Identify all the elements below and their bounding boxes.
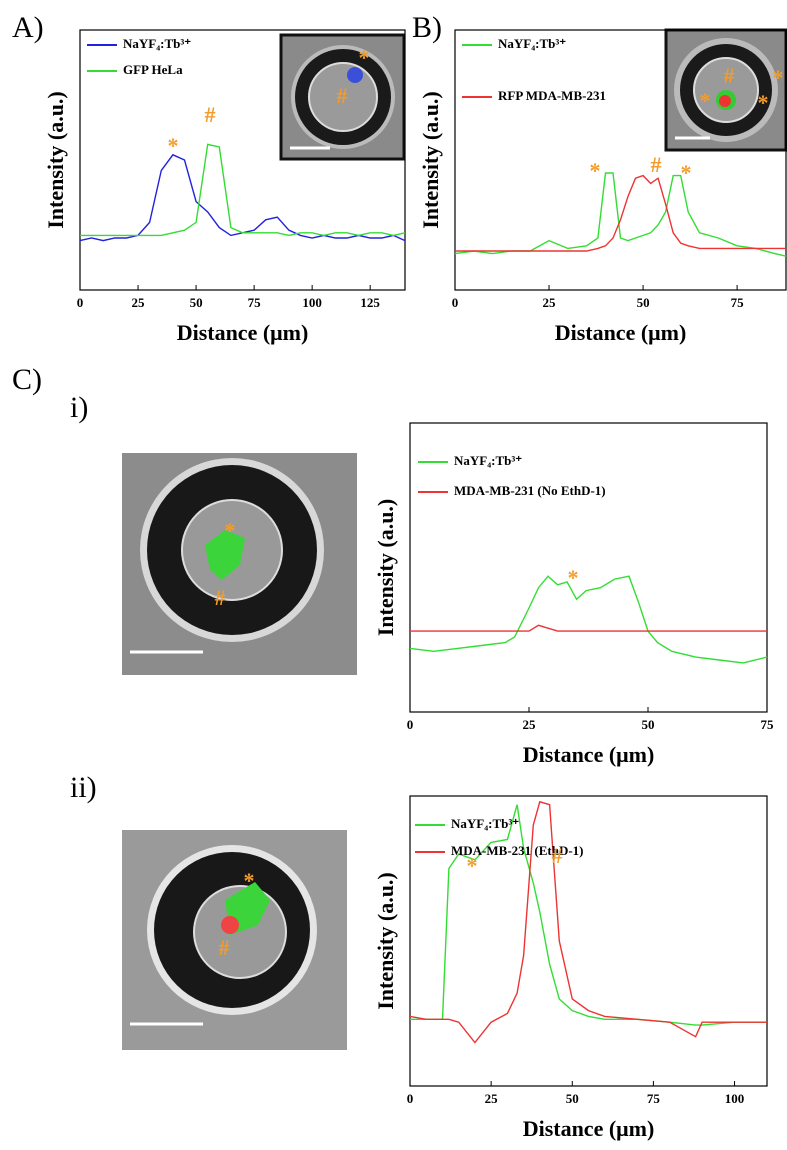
x-tick-label: 100: [302, 295, 322, 310]
series-line: [454, 172, 787, 257]
x-tick-label: 125: [360, 295, 380, 310]
panel-label: C): [12, 363, 42, 396]
series-line: [79, 153, 406, 242]
series-line: [80, 143, 406, 237]
image-ci: [122, 453, 357, 675]
x-tick-label: 75: [731, 295, 745, 310]
legend-label: MDA-MB-231 (No EthD-1): [454, 483, 606, 498]
annotation: *: [568, 565, 579, 590]
annotation: #: [215, 585, 226, 610]
x-tick-label: 50: [637, 295, 650, 310]
y-axis-label: Intensity (a.u.): [373, 872, 398, 1010]
panel-label: A): [12, 11, 44, 44]
annotation: *: [773, 65, 784, 90]
series-line: [455, 174, 786, 252]
x-tick-label: 0: [77, 295, 84, 310]
x-tick-label: 50: [566, 1091, 579, 1106]
annotation: *: [244, 868, 255, 893]
panel-label: i): [70, 391, 88, 424]
y-axis-label: Intensity (a.u.): [418, 91, 443, 229]
legend-label: NaYF₄:Tb³⁺: [454, 453, 522, 468]
x-tick-label: 0: [452, 295, 459, 310]
series-line: [409, 575, 768, 664]
inset-b: [664, 28, 787, 152]
plot-frame: [79, 29, 406, 291]
x-axis-label: Distance (μm): [177, 320, 309, 345]
legend-label: NaYF₄:Tb³⁺: [498, 36, 566, 51]
annotation: #: [337, 83, 348, 108]
x-tick-label: 0: [407, 1091, 414, 1106]
x-tick-label: 50: [190, 295, 203, 310]
x-tick-label: 75: [248, 295, 262, 310]
x-axis-label: Distance (μm): [523, 1116, 655, 1141]
inset-a: [279, 33, 406, 161]
y-axis-label: Intensity (a.u.): [373, 499, 398, 637]
annotation: #: [724, 63, 735, 88]
panel-label: B): [412, 11, 442, 44]
legend-label: NaYF₄:Tb³⁺: [123, 36, 191, 51]
x-tick-label: 50: [642, 717, 655, 732]
series-line: [410, 624, 767, 632]
x-tick-label: 25: [485, 1091, 499, 1106]
series-line: [409, 800, 767, 1044]
x-tick-label: 75: [647, 1091, 661, 1106]
annotation: *: [168, 133, 179, 158]
legend-label: MDA-MB-231 (EthD-1): [451, 843, 584, 858]
annotation: *: [700, 88, 711, 113]
legend-label: RFP MDA-MB-231: [498, 88, 606, 103]
y-axis-label: Intensity (a.u.): [43, 91, 68, 229]
legend-label: NaYF₄:Tb³⁺: [451, 816, 519, 831]
annotation: #: [651, 152, 662, 177]
plot-frame: [409, 422, 768, 713]
series-line: [410, 804, 767, 1026]
plot-frame: [454, 29, 787, 291]
x-tick-label: 25: [132, 295, 146, 310]
annotation: *: [467, 853, 478, 878]
annotation: *: [758, 90, 769, 115]
annotation: *: [359, 45, 370, 70]
annotation: #: [205, 102, 216, 127]
x-tick-label: 0: [407, 717, 414, 732]
x-tick-label: 25: [543, 295, 557, 310]
x-axis-label: Distance (μm): [523, 742, 655, 767]
image-cii: [122, 830, 347, 1050]
x-axis-label: Distance (μm): [555, 320, 687, 345]
annotation: *: [225, 518, 236, 543]
plot-frame: [409, 795, 768, 1087]
annotation: #: [552, 843, 563, 868]
annotation: *: [590, 158, 601, 183]
panel-label: ii): [70, 771, 97, 804]
x-tick-label: 75: [761, 717, 775, 732]
annotation: #: [219, 935, 230, 960]
x-tick-label: 100: [725, 1091, 745, 1106]
x-tick-label: 25: [523, 717, 537, 732]
legend-label: GFP HeLa: [123, 62, 183, 77]
annotation: *: [681, 160, 692, 185]
